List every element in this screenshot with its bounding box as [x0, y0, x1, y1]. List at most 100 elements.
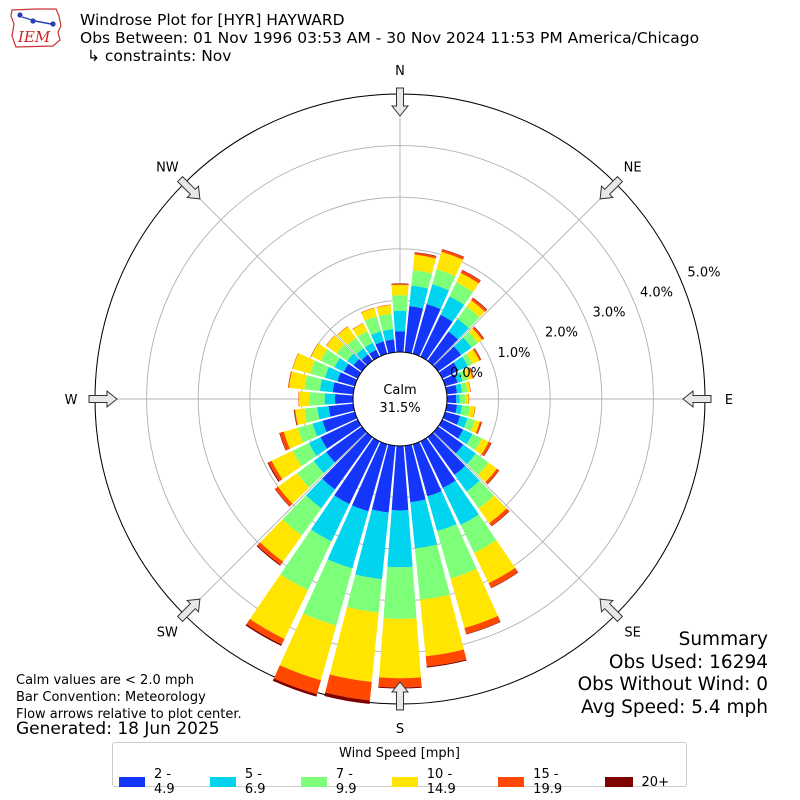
- bar-segment-110-bin0: [442, 411, 461, 425]
- direction-label-n: N: [395, 64, 405, 79]
- bar-segment-200-bin0: [351, 441, 388, 512]
- direction-arrows: [88, 87, 712, 711]
- flow-arrow-45: [599, 175, 624, 200]
- grid-spoke: [184, 183, 368, 367]
- bar-segment-0-bin1: [393, 310, 407, 332]
- bar-segment-310-bin1: [347, 353, 359, 366]
- bar-segment-60-bin1: [453, 356, 468, 371]
- bar-segment-290-bin3: [292, 353, 315, 374]
- bar-segment-110-bin5: [477, 421, 483, 435]
- flow-arrow-270: [88, 389, 118, 409]
- arrow-shape: [682, 389, 712, 409]
- bar-segment-80-bin1: [455, 383, 463, 394]
- bar-segment-170-bin0: [404, 444, 426, 503]
- svg-text:IEM: IEM: [17, 28, 51, 46]
- bar-segment-280-bin3: [289, 371, 307, 390]
- obs-used: Obs Used: 16294: [608, 651, 768, 673]
- bar-segment-220-bin5: [256, 545, 281, 566]
- legend-swatch: [498, 777, 525, 787]
- bar-segment-280-bin0: [332, 382, 355, 395]
- bar-segment-80-bin3: [465, 381, 471, 393]
- bar-segment-40-bin5: [472, 297, 488, 310]
- bar-segment-290-bin2: [310, 360, 329, 378]
- constraints: ↳ constraints: Nov: [87, 47, 232, 65]
- bar-segment-80-bin2: [460, 382, 468, 393]
- bar-segment-220-bin0: [322, 432, 373, 490]
- bar-segment-250-bin5: [279, 432, 287, 451]
- bar-segment-230-bin3: [278, 473, 310, 504]
- bar-convention: Bar Convention: Meteorology: [16, 690, 206, 705]
- arrow-shape: [88, 389, 118, 409]
- bar-segment-120-bin1: [458, 429, 473, 445]
- bar-segment-240-bin4: [268, 460, 283, 482]
- bar-segment-50-bin5: [473, 326, 485, 339]
- bar-segment-120-bin5: [483, 442, 492, 457]
- bar-segment-180-bin2: [383, 566, 417, 619]
- bar-segment-0-bin0: [394, 331, 406, 353]
- bar-segment-20-bin3: [436, 251, 463, 277]
- flow-arrow-0: [390, 87, 410, 117]
- windrose-bars: [245, 248, 519, 705]
- bar-segment-300-bin0: [343, 363, 362, 379]
- bar-segment-310-bin0: [353, 358, 367, 372]
- bar-segment-290-bin0: [337, 372, 358, 387]
- bar-segment-260-bin0: [328, 403, 355, 417]
- bar-segment-270-bin2: [309, 392, 325, 406]
- bar-segment-260-bin2: [304, 407, 320, 423]
- bar-segment-260-bin5: [293, 409, 297, 426]
- bar-segment-250-bin4: [279, 431, 290, 451]
- bar-segment-30-bin5: [462, 269, 481, 281]
- bar-segment-140-bin4: [489, 508, 510, 527]
- arrow-shape: [176, 175, 201, 200]
- bar-segment-290-bin1: [324, 366, 341, 382]
- bar-segment-50-bin4: [472, 326, 484, 340]
- bar-segment-60-bin3: [466, 349, 480, 365]
- bar-segment-10-bin3: [412, 254, 436, 274]
- bar-segment-0-bin3: [391, 284, 409, 296]
- footnotes: Calm values are < 2.0 mph Bar Convention…: [16, 672, 242, 723]
- bar-segment-110-bin4: [475, 421, 482, 434]
- flow-arrow-315: [176, 175, 201, 200]
- bar-segment-50-bin1: [453, 337, 472, 356]
- bar-segment-350-bin2: [378, 313, 394, 331]
- bar-segment-0-bin2: [392, 295, 408, 311]
- flow-arrow-90: [682, 389, 712, 409]
- bar-segment-120-bin2: [466, 433, 482, 451]
- legend-title: Wind Speed [mph]: [339, 746, 460, 761]
- bar-segment-140-bin2: [466, 480, 495, 509]
- bar-segment-30-bin0: [420, 314, 453, 361]
- bar-segment-250-bin3: [283, 427, 304, 449]
- bar-segment-70-bin3: [463, 367, 473, 380]
- bar-segment-10-bin0: [404, 306, 424, 354]
- bar-segment-150-bin4: [488, 567, 519, 588]
- bar-segment-150-bin1: [442, 480, 479, 526]
- bar-segment-190-bin4: [325, 674, 372, 701]
- bar-segment-300-bin3: [311, 343, 328, 361]
- bar-segment-30-bin4: [460, 270, 481, 284]
- bar-segment-210-bin0: [334, 437, 380, 505]
- bar-segment-40-bin0: [427, 331, 459, 366]
- bar-segment-10-bin4: [414, 252, 437, 259]
- bar-segment-50-bin0: [433, 346, 462, 372]
- calm-label: Calm: [383, 383, 416, 398]
- bar-segment-230-bin0: [326, 426, 367, 463]
- bar-segment-200-bin4: [273, 665, 321, 695]
- legend-item: 5 - 6.9: [209, 767, 284, 797]
- bar-segment-230-bin1: [313, 452, 335, 474]
- legend-label: 20+: [641, 774, 669, 790]
- arrow-shape: [599, 598, 624, 623]
- bar-segment-10-bin5: [414, 252, 437, 257]
- radial-tick-label: 5.0%: [687, 265, 720, 280]
- bar-segment-100-bin4: [473, 406, 476, 418]
- bar-segment-350-bin4: [376, 304, 391, 308]
- bar-segment-340-bin2: [364, 316, 381, 336]
- legend-swatch: [391, 777, 418, 787]
- legend-label: 15 - 19.9: [533, 767, 563, 797]
- bar-segment-330-bin1: [364, 342, 377, 354]
- bar-segment-130-bin3: [477, 462, 497, 483]
- bar-segment-210-bin2: [280, 529, 332, 591]
- bar-segment-230-bin2: [296, 461, 324, 488]
- bar-segment-260-bin3: [295, 408, 307, 426]
- bar-segment-120-bin4: [481, 441, 492, 457]
- legend-swatch: [119, 777, 145, 787]
